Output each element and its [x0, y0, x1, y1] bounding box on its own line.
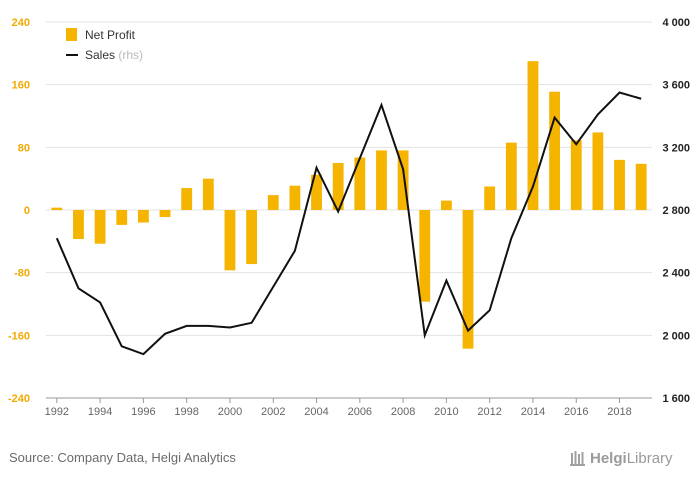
sales-line [55, 91, 642, 356]
left-axis-tick-label: -80 [14, 268, 30, 280]
x-axis-tick-label: 2006 [348, 406, 372, 418]
net-profit-bar [246, 210, 258, 265]
x-axis-tick-label: 1992 [45, 406, 69, 418]
net-profit-bar [462, 210, 474, 349]
x-axis-tick-label: 2004 [304, 406, 328, 418]
x-axis-tick-label: 1994 [88, 406, 112, 418]
library-icon [570, 451, 585, 466]
legend-label-net-profit: Net Profit [85, 28, 136, 42]
x-axis-tick-label: 2012 [477, 406, 501, 418]
net-profit-bar [549, 91, 561, 210]
net-profit-bar [267, 195, 279, 210]
x-axis-tick-label: 1998 [174, 406, 198, 418]
net-profit-bar [614, 159, 625, 210]
left-axis-tick-label: 80 [18, 142, 30, 154]
x-axis-tick-label: 2018 [607, 406, 631, 418]
x-axis-tick-label: 1996 [131, 406, 155, 418]
legend-label-sales-suffix: (rhs) [118, 48, 143, 62]
net-profit-bar [94, 210, 106, 244]
left-axis-tick-label: 0 [24, 205, 30, 217]
net-profit-bar [505, 142, 517, 210]
left-axis-tick-label: -240 [8, 393, 30, 405]
net-profit-bar [202, 178, 214, 210]
legend-label-sales-name: Sales [85, 48, 115, 62]
right-axis-tick-label: 2 000 [662, 330, 690, 342]
logo-text: HelgiLibrary [590, 450, 673, 467]
logo-text-library: Library [626, 449, 673, 467]
x-axis-tick-label: 2008 [391, 406, 415, 418]
sales-line-layer [55, 91, 642, 356]
net-profit-bars [51, 61, 647, 349]
x-axis-tick-label: 2002 [261, 406, 285, 418]
logo-text-helgi: Helgi [590, 449, 627, 467]
net-profit-bar [311, 174, 322, 210]
right-axis-tick-label: 3 600 [662, 80, 690, 92]
net-profit-bar [332, 163, 344, 210]
net-profit-bar [397, 150, 409, 210]
axes: 240 160 80 0 -80 -160 -240 4 000 3 600 3 200 2 800… [8, 17, 690, 418]
net-profit-bar [51, 207, 63, 210]
net-profit-bar [354, 157, 366, 210]
right-axis-tick-label: 2 800 [662, 205, 690, 217]
x-axis-tick-label: 2010 [434, 406, 458, 418]
left-axis-tick-label: -160 [8, 330, 30, 342]
net-profit-bar [73, 210, 84, 239]
net-profit-bar [592, 132, 604, 210]
right-axis-tick-label: 3 200 [662, 142, 690, 154]
x-axis-tick-label: 2016 [564, 406, 588, 418]
net-profit-bar [376, 150, 387, 210]
net-profit-bar [635, 163, 647, 210]
source-note: Source: Company Data, Helgi Analytics [9, 450, 236, 465]
legend: Net Profit Sales (rhs) [66, 28, 143, 62]
net-profit-bar [159, 210, 171, 218]
net-profit-bar [440, 200, 452, 210]
net-profit-bar [419, 210, 431, 302]
gridlines [46, 21, 652, 336]
net-profit-bar [484, 186, 496, 210]
right-axis-tick-label: 1 600 [662, 393, 690, 405]
net-profit-bar [137, 210, 149, 223]
net-profit-bar [181, 188, 193, 210]
x-axis-tick-label: 2000 [218, 406, 242, 418]
legend-label-sales: Sales (rhs) [85, 48, 143, 62]
net-profit-bar [570, 140, 582, 210]
right-axis-tick-label: 2 400 [662, 268, 690, 280]
net-profit-bar [527, 61, 539, 210]
legend-swatch-net-profit [66, 28, 77, 41]
x-axis-tick-label: 2014 [521, 406, 545, 418]
net-profit-bar [289, 185, 301, 210]
net-profit-bar [116, 210, 128, 225]
left-axis-tick-label: 240 [12, 17, 30, 29]
helgi-library-logo: HelgiLibrary [570, 447, 673, 469]
right-axis-tick-label: 4 000 [662, 17, 690, 29]
left-axis-tick-label: 160 [12, 80, 30, 92]
net-profit-bar [224, 210, 236, 271]
